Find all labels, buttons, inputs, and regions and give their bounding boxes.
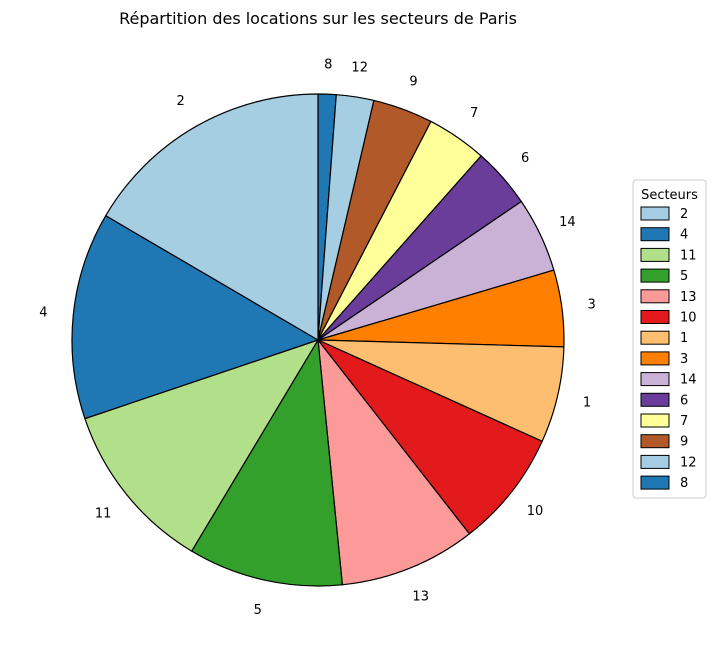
pie-slice-2 <box>105 93 319 341</box>
legend-label-12: 12 <box>680 455 697 470</box>
legend-swatch-7 <box>640 413 670 428</box>
pie-labels: 8 12 9 7 6 14 3 1 10 13 5 11 4 2 <box>39 58 596 618</box>
slice-label-14: 14 <box>559 215 576 230</box>
legend-swatch-2 <box>640 206 670 221</box>
legend-swatch-6 <box>640 392 670 407</box>
legend-label-2: 2 <box>680 207 688 222</box>
slice-label-11: 11 <box>95 507 112 522</box>
pie-slice-10 <box>317 339 543 535</box>
legend-swatch-4 <box>640 227 670 242</box>
legend-swatch-3 <box>640 351 670 366</box>
legend-label-10: 10 <box>680 311 697 326</box>
legend-swatch-9 <box>640 434 670 449</box>
slice-label-1: 1 <box>583 395 591 410</box>
pie-slice-4 <box>71 215 319 420</box>
legend-label-7: 7 <box>680 414 688 429</box>
chart-title: Répartition des locations sur les secteu… <box>119 9 517 28</box>
legend-label-8: 8 <box>680 476 688 491</box>
legend-swatch-1 <box>640 330 670 345</box>
slice-label-13: 13 <box>412 590 429 605</box>
legend-label-6: 6 <box>680 393 688 408</box>
legend-swatch-12 <box>640 454 670 469</box>
pie-slice-13 <box>317 339 471 586</box>
slice-label-2: 2 <box>177 94 185 109</box>
pie-slice-11 <box>84 339 319 552</box>
legend-swatch-14 <box>640 372 670 387</box>
legend-label-13: 13 <box>680 290 697 305</box>
legend-swatch-5 <box>640 268 670 283</box>
slice-label-3: 3 <box>588 298 596 313</box>
slice-label-7: 7 <box>470 106 478 121</box>
pie-slice-5 <box>191 339 343 587</box>
legend-label-11: 11 <box>680 248 697 263</box>
legend-swatch-11 <box>640 247 670 262</box>
legend-label-3: 3 <box>680 352 688 367</box>
legend-swatch-8 <box>640 475 670 490</box>
slice-label-6: 6 <box>521 151 529 166</box>
slice-label-5: 5 <box>254 603 262 618</box>
legend-label-9: 9 <box>680 435 688 450</box>
slice-label-4: 4 <box>39 305 47 320</box>
legend-swatch-10 <box>640 310 670 324</box>
pie-slices <box>71 93 565 587</box>
legend-label-4: 4 <box>680 228 688 243</box>
slice-label-8: 8 <box>324 58 332 73</box>
legend-swatch-13 <box>640 289 670 304</box>
legend-label-14: 14 <box>680 373 697 388</box>
slice-label-12: 12 <box>351 61 368 76</box>
slice-label-10: 10 <box>527 504 544 519</box>
legend-label-5: 5 <box>680 269 688 284</box>
legend-label-1: 1 <box>680 331 688 346</box>
slice-label-9: 9 <box>409 75 417 90</box>
legend-title: Secteurs <box>641 188 698 203</box>
